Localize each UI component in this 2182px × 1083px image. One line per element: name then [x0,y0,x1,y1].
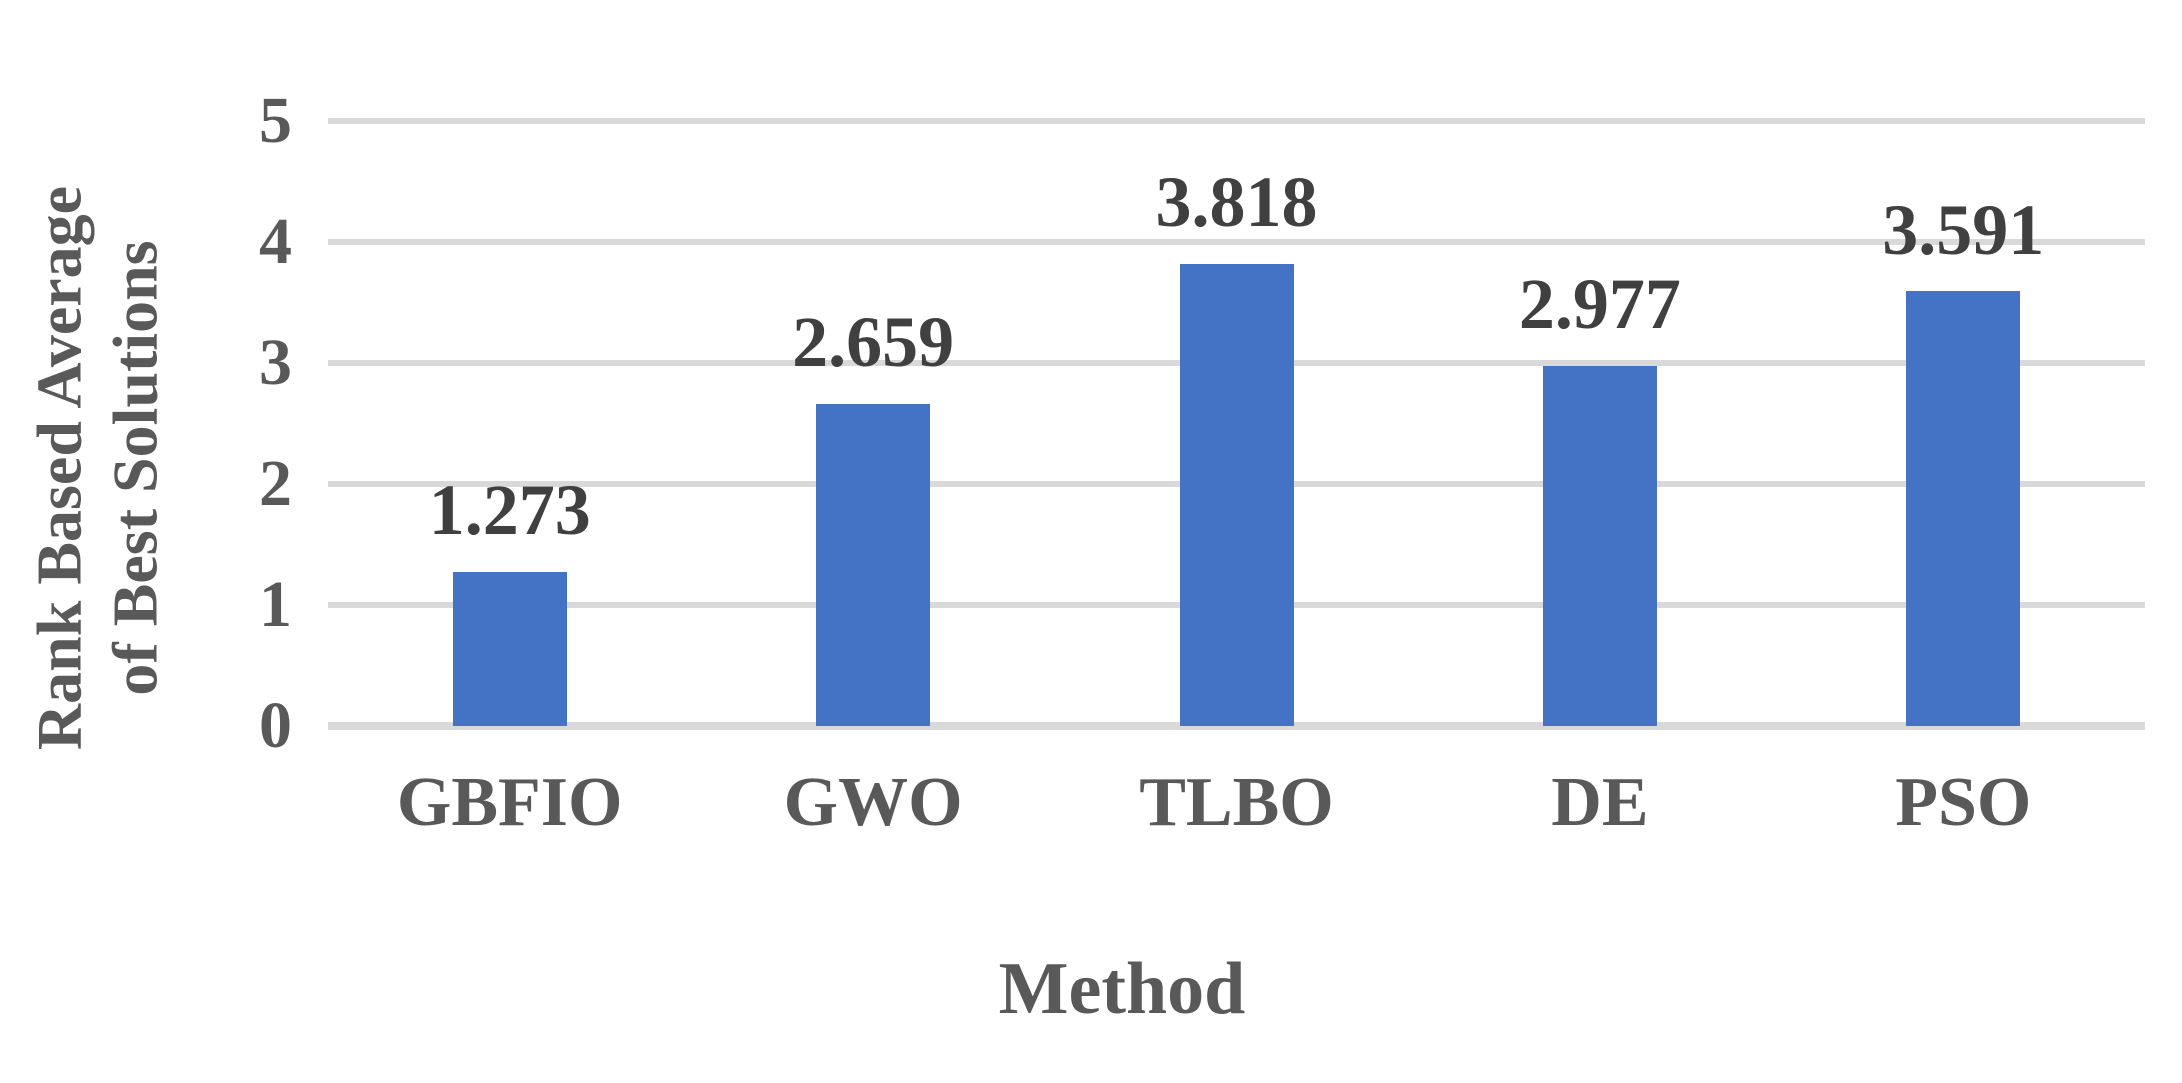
bar-value-label-gbfio: 1.273 [428,469,591,550]
y-tick-label-5: 5 [259,84,292,157]
x-axis-title: Method [998,948,1246,1030]
bar-tlbo [1179,264,1294,726]
y-tick-label-4: 4 [259,205,292,278]
gridline-y-0 [328,722,2145,730]
y-tick-label-3: 3 [259,326,292,399]
bar-de [1542,365,1657,726]
bar-value-label-de: 2.977 [1518,263,1681,344]
bar-gwo [816,404,931,726]
x-category-label-tlbo: TLBO [1139,764,1334,841]
x-category-label-gwo: GWO [783,764,963,841]
bar-pso [1906,291,2021,726]
x-category-label-gbfio: GBFIO [396,764,623,841]
bar-value-label-pso: 3.591 [1882,189,2045,270]
bar-value-label-tlbo: 3.818 [1155,162,1318,243]
x-category-label-de: DE [1551,764,1649,841]
bar-gbfio [452,571,567,726]
x-category-label-pso: PSO [1895,764,2032,841]
bar-value-label-gwo: 2.659 [792,302,955,383]
y-tick-label-1: 1 [259,568,292,641]
gridline-y-5 [328,118,2145,124]
y-tick-label-0: 0 [259,689,292,762]
gridline-y-4 [328,239,2145,245]
y-tick-label-2: 2 [259,447,292,520]
